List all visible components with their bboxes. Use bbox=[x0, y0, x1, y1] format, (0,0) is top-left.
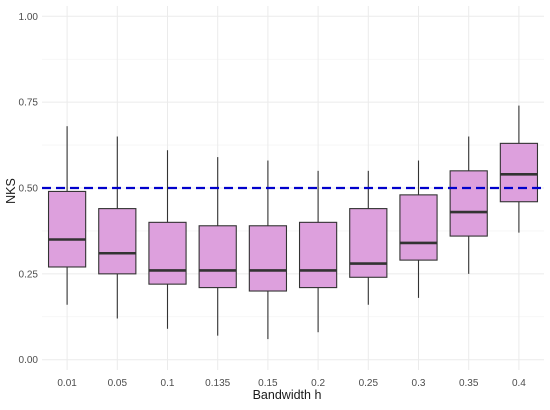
x-tick-label: 0.135 bbox=[205, 378, 230, 389]
box-0.135 bbox=[198, 157, 237, 336]
y-axis-title: NKS bbox=[4, 178, 18, 204]
box-iqr bbox=[349, 208, 388, 278]
box-0.01 bbox=[47, 126, 87, 305]
x-axis-title: Bandwidth h bbox=[253, 388, 322, 402]
y-tick-label: 0.25 bbox=[19, 269, 39, 280]
box-iqr bbox=[98, 208, 137, 275]
x-tick-label: 0.15 bbox=[258, 378, 278, 389]
x-tick-labels: 0.01 0.05 0.1 0.135 0.15 0.2 0.25 0.3 0.35 0.4 bbox=[57, 378, 526, 389]
y-tick-label: 0.00 bbox=[19, 355, 39, 366]
x-tick-label: 0.35 bbox=[459, 378, 479, 389]
box-0.1 bbox=[148, 150, 187, 329]
x-tick-label: 0.05 bbox=[108, 378, 128, 389]
x-tick-label: 0.25 bbox=[359, 378, 379, 389]
x-tick-label: 0.1 bbox=[161, 378, 175, 389]
y-tick-label: 0.50 bbox=[19, 184, 39, 195]
box-iqr bbox=[47, 190, 87, 268]
box-0.25 bbox=[349, 170, 388, 305]
y-tick-label: 0.75 bbox=[19, 98, 39, 109]
boxes bbox=[47, 105, 539, 340]
x-tick-label: 0.2 bbox=[311, 378, 325, 389]
x-tick-label: 0.3 bbox=[412, 378, 426, 389]
box-0.3 bbox=[399, 160, 438, 298]
y-tick-labels: 0.00 0.25 0.50 0.75 1.00 bbox=[19, 12, 39, 366]
box-0.15 bbox=[248, 160, 288, 340]
box-iqr bbox=[148, 221, 187, 285]
box-iqr bbox=[298, 221, 338, 289]
box-iqr bbox=[399, 194, 438, 261]
x-tick-label: 0.4 bbox=[512, 378, 526, 389]
box-iqr bbox=[449, 170, 488, 237]
box-iqr bbox=[198, 225, 237, 289]
box-iqr bbox=[248, 225, 288, 292]
box-0.4 bbox=[499, 105, 539, 233]
box-0.2 bbox=[298, 170, 338, 333]
box-0.35 bbox=[449, 136, 488, 274]
y-tick-label: 1.00 bbox=[19, 12, 39, 23]
box-iqr bbox=[499, 142, 539, 203]
x-tick-label: 0.01 bbox=[57, 378, 77, 389]
box-0.05 bbox=[98, 136, 137, 319]
